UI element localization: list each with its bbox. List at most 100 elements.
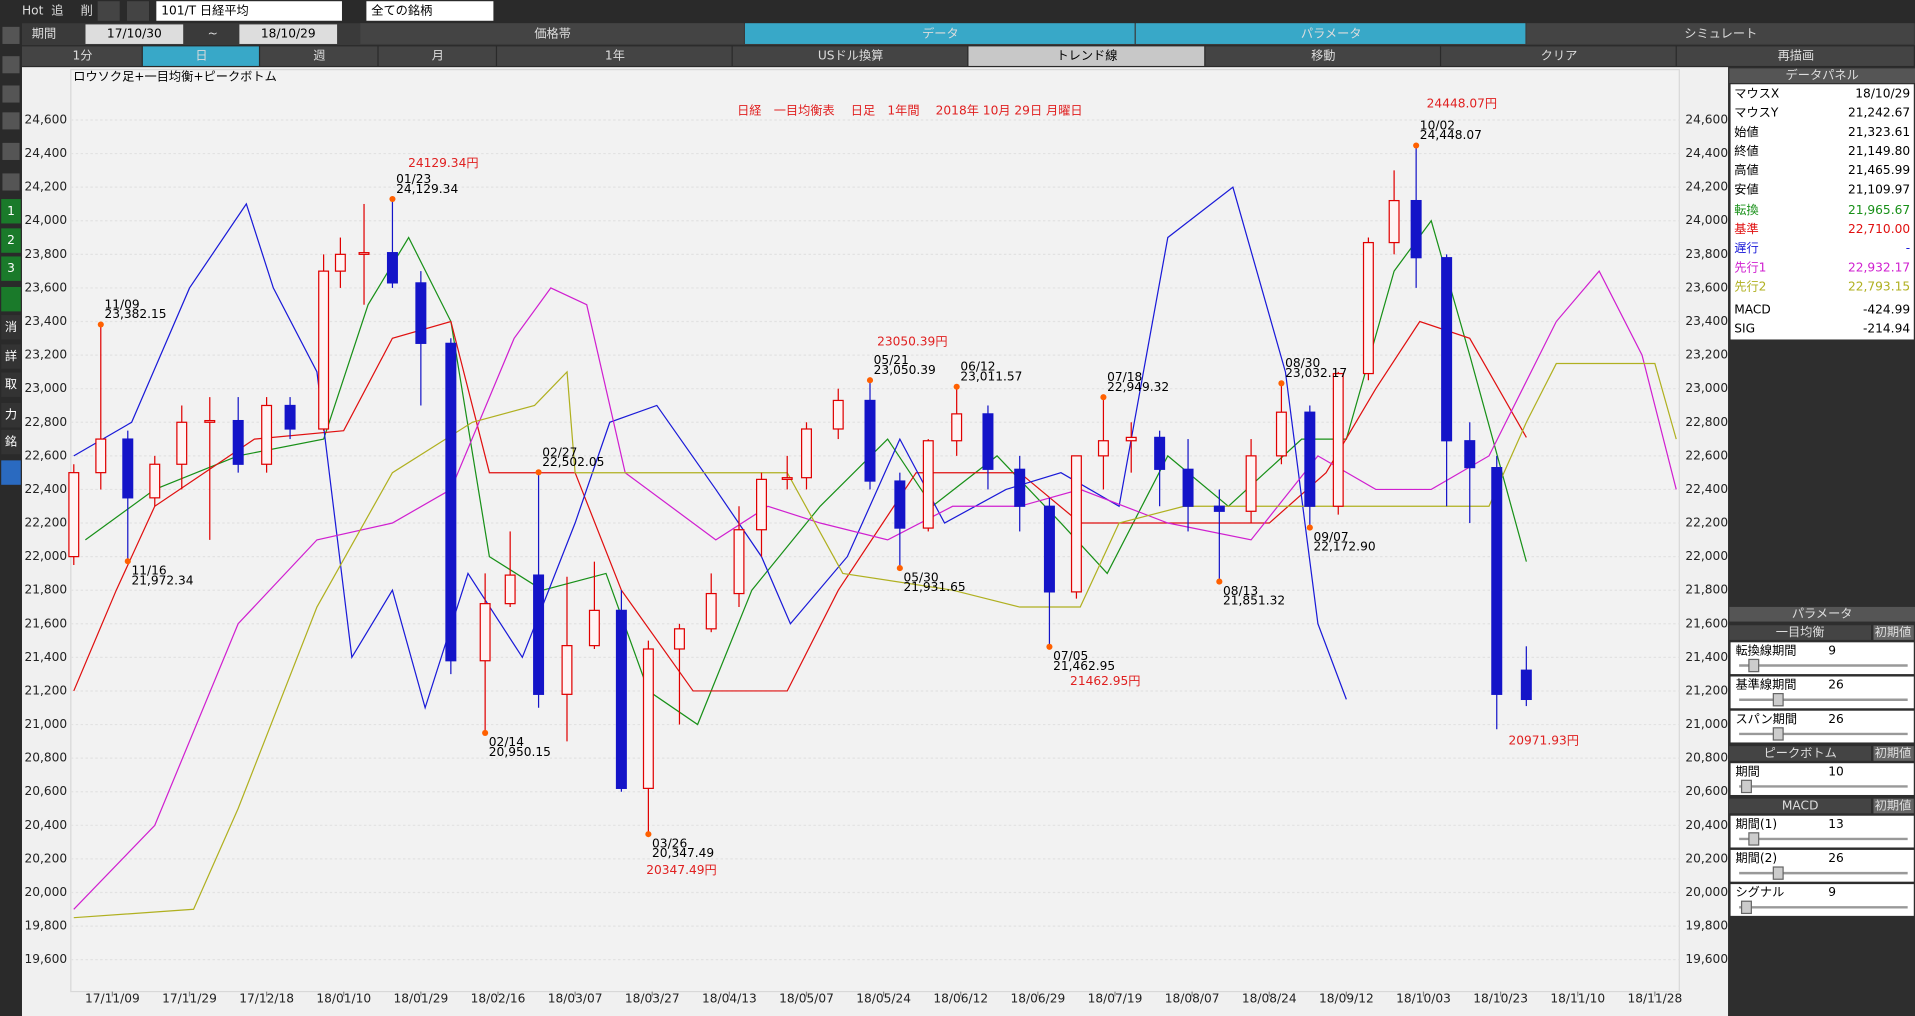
y-tick-label: 20,400 — [24, 818, 67, 832]
y-tick-label: 20,000 — [1685, 885, 1728, 899]
y-tick-label: 24,400 — [24, 146, 67, 160]
candle-body — [176, 421, 188, 465]
candle-body — [1213, 505, 1225, 512]
sidebar-button[interactable] — [1, 429, 21, 455]
slider-thumb[interactable] — [1772, 727, 1784, 741]
candle-body — [615, 609, 627, 789]
param-label: 期間 — [1735, 764, 1759, 778]
sidebar-icon[interactable] — [2, 173, 20, 191]
tab[interactable] — [1526, 23, 1914, 44]
tab-label: 価格帯 — [534, 26, 571, 41]
panel-row-value: - — [1906, 241, 1910, 255]
period-button[interactable] — [1205, 46, 1440, 66]
param-row — [1730, 849, 1914, 882]
to-box[interactable] — [239, 24, 338, 44]
peak-value: 21,462.95 — [1053, 659, 1115, 673]
sidebar-button[interactable] — [1, 199, 21, 224]
slider-thumb[interactable] — [1740, 900, 1752, 915]
slider-thumb[interactable] — [1748, 832, 1760, 846]
from-box[interactable] — [85, 24, 184, 44]
x-tick-label: 18/08/07 — [1165, 991, 1220, 1005]
panel-row-value: 22,932.17 — [1848, 260, 1910, 274]
y-tick-label: 21,800 — [1685, 583, 1728, 597]
tab-label: シミュレート — [1684, 27, 1757, 41]
period-button[interactable] — [260, 46, 378, 66]
period-button[interactable] — [968, 46, 1205, 66]
reset-button[interactable] — [1873, 798, 1914, 814]
toolbar-button[interactable]: 追 — [51, 2, 63, 17]
candle-body — [951, 413, 963, 442]
to-date: 18/10/29 — [261, 27, 316, 41]
y-tick-label: 22,400 — [1685, 482, 1728, 496]
candle-body — [1464, 440, 1476, 469]
period-button[interactable] — [732, 46, 968, 66]
peak-annotation: 20971.93円 — [1509, 734, 1579, 748]
sidebar-gear[interactable] — [1, 460, 21, 485]
sidebar-star[interactable] — [1, 286, 21, 312]
y-tick-label: 22,600 — [1685, 448, 1728, 462]
slider-thumb[interactable] — [1740, 779, 1752, 794]
chart-title: 日経 一目均衡表 日足 1年間 2018年 10月 29日 月曜日 — [737, 104, 1083, 118]
candle-body — [1275, 411, 1287, 457]
reset-label: 初期値 — [1875, 624, 1912, 639]
sidebar-icon[interactable] — [2, 142, 20, 160]
sidebar-button[interactable] — [1, 344, 21, 369]
candle-body — [68, 472, 80, 558]
candle-body — [1043, 505, 1055, 593]
panel-row-value: 21,242.67 — [1848, 106, 1910, 120]
slider-thumb[interactable] — [1772, 866, 1784, 880]
reset-button[interactable] — [1873, 625, 1914, 640]
y-tick-label: 21,200 — [1685, 683, 1728, 697]
toolbar-button[interactable]: Hot — [22, 3, 44, 17]
peak-dot — [124, 558, 131, 565]
panel-body — [1730, 84, 1914, 340]
period-button[interactable] — [21, 46, 142, 66]
period-button[interactable] — [142, 46, 259, 66]
sidebar-icon[interactable] — [2, 85, 20, 103]
sidebar-label: 1 — [7, 204, 15, 218]
peak-date: 03/26 — [652, 836, 687, 850]
param-title: パラメータ — [1792, 607, 1853, 621]
sidebar-button[interactable] — [1, 402, 21, 428]
peak-dot — [1216, 578, 1223, 585]
sidebar-icon[interactable] — [2, 56, 20, 74]
sidebar-icon[interactable] — [2, 26, 20, 44]
y-tick-label: 19,600 — [24, 952, 67, 966]
candle-body — [982, 413, 994, 470]
panel-row-label: 高値 — [1734, 162, 1758, 177]
universe: 全ての銘柄 — [371, 2, 432, 17]
param-label: 期間(1) — [1735, 817, 1777, 831]
nav-button[interactable] — [97, 1, 120, 21]
period-button[interactable] — [378, 46, 496, 66]
candle-body — [894, 480, 906, 529]
symbol-box[interactable] — [156, 1, 342, 21]
sidebar-button[interactable] — [1, 372, 21, 397]
universe-box[interactable] — [366, 1, 494, 21]
tab[interactable] — [1135, 23, 1526, 44]
y-tick-label: 20,000 — [24, 885, 67, 899]
sidebar-button[interactable] — [1, 228, 21, 253]
y-tick-label: 23,600 — [24, 280, 67, 294]
candle-body — [1491, 467, 1503, 695]
sidebar-label: 銘 — [5, 434, 17, 449]
y-tick-label: 23,000 — [24, 381, 67, 395]
panel-row-label: 遅行 — [1734, 241, 1758, 255]
param-label: 転換線期間 — [1735, 642, 1796, 657]
reset-button[interactable] — [1873, 746, 1914, 761]
toolbar-button[interactable]: 削 — [81, 3, 93, 17]
slider-thumb[interactable] — [1748, 658, 1760, 673]
period-button[interactable] — [1441, 46, 1676, 66]
y-tick-label: 22,400 — [24, 482, 67, 496]
period-button[interactable] — [497, 46, 732, 66]
sidebar-button[interactable] — [1, 315, 21, 340]
slider-thumb[interactable] — [1772, 693, 1784, 707]
nav-button[interactable] — [127, 1, 149, 21]
sidebar-icon[interactable] — [2, 112, 20, 130]
tab[interactable] — [360, 23, 744, 44]
param-value: 26 — [1828, 678, 1844, 692]
sidebar-button[interactable] — [1, 256, 21, 281]
x-tick-label: 18/06/29 — [1010, 991, 1065, 1005]
param-row — [1730, 676, 1914, 709]
tab[interactable] — [744, 23, 1135, 44]
period-button[interactable] — [1676, 46, 1914, 66]
